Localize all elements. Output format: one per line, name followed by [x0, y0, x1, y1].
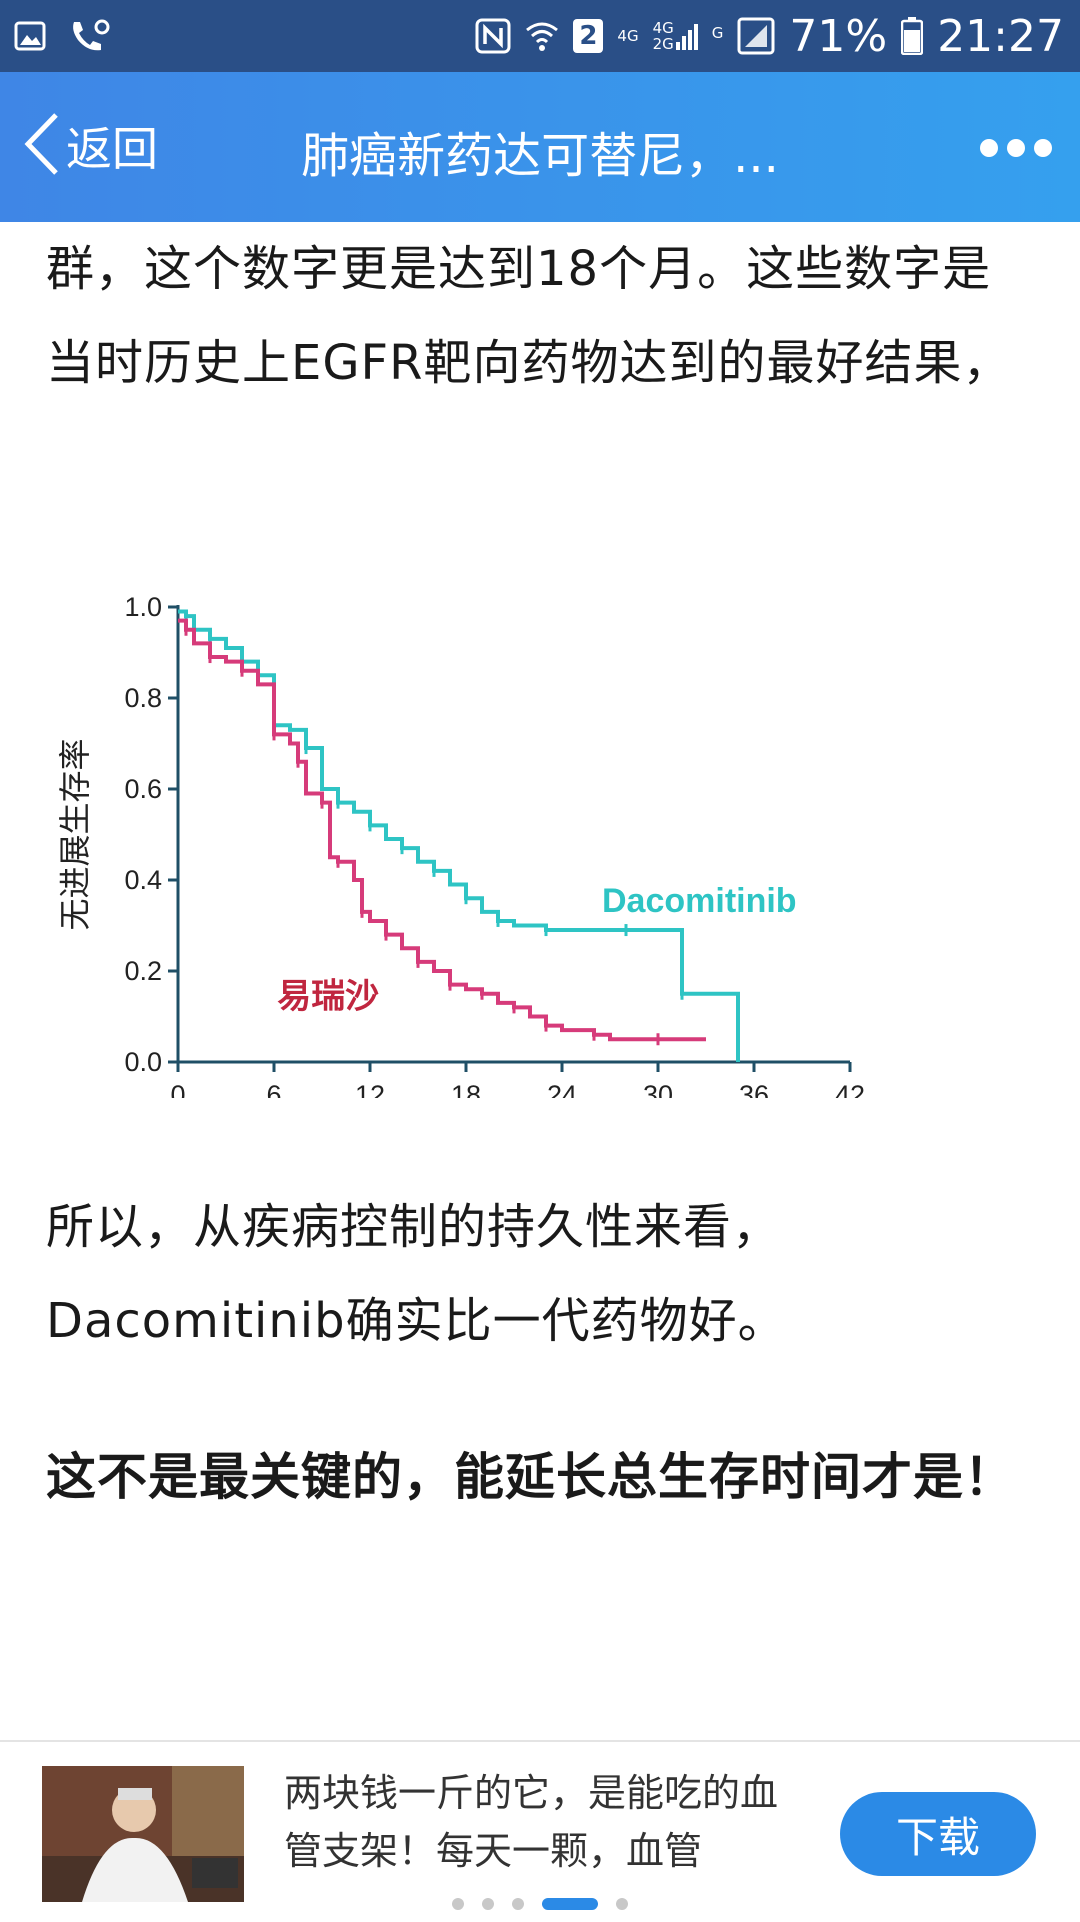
ad-image[interactable]: [42, 1766, 244, 1902]
article-body: 群，这个数字更是达到18个月。这些数字是当时历史上EGFR靶向药物达到的最好结果…: [46, 222, 1036, 1524]
nfc-icon: [475, 18, 511, 54]
carousel-dot: [482, 1898, 494, 1910]
carousel-dot-active: [542, 1898, 598, 1910]
carousel-dot: [616, 1898, 628, 1910]
download-button[interactable]: 下载: [840, 1792, 1036, 1876]
wifi-icon: [525, 19, 559, 53]
page-title: 肺癌新药达可替尼，...: [301, 128, 779, 184]
more-dots-icon: [980, 139, 998, 157]
article-paragraph: 所以，从疾病控制的持久性来看，Dacomitinib确实比一代药物好。: [46, 1199, 787, 1349]
gallery-icon: [14, 21, 46, 51]
signal-strength: 4G 2G: [653, 20, 698, 52]
x-tick-label: 6: [266, 1080, 281, 1098]
article-highlight: 这不是最关键的，能延长总生存时间才是！: [46, 1448, 1015, 1506]
x-tick-label: 24: [547, 1080, 577, 1098]
y-axis-label: 无进展生存率: [56, 738, 94, 930]
chevron-left-icon: [22, 111, 62, 181]
signal-icon: [675, 24, 698, 50]
more-menu-button[interactable]: [980, 128, 1052, 168]
x-tick-label: 36: [739, 1080, 769, 1098]
battery-percent: 71%: [789, 10, 888, 62]
x-tick-label: 0: [170, 1080, 185, 1098]
series-label-gefitinib: 易瑞沙: [277, 976, 379, 1016]
y-tick-label: 0.8: [124, 683, 162, 713]
y-tick-label: 0.0: [124, 1047, 162, 1077]
article-paragraph: 群，这个数字更是达到18个月。这些数字是当时历史上EGFR靶向药物达到的最好结果…: [46, 241, 1012, 391]
y-tick-label: 0.2: [124, 956, 162, 986]
ad-text[interactable]: 两块钱一斤的它，是能吃的血管支架！每天一颗，血管: [284, 1771, 779, 1873]
back-label: 返回: [66, 122, 158, 176]
x-tick-label: 12: [355, 1080, 385, 1098]
phone-location-icon: [68, 18, 112, 54]
series-label-dacomitinib: Dacomitinib: [602, 882, 797, 920]
x-tick-label: 42: [835, 1080, 865, 1098]
series-line-gefitinib: [178, 618, 706, 1042]
pfs-chart: 0.00.20.40.60.81.006121824303642月数无进展生存率…: [56, 592, 865, 1098]
carousel-dot: [512, 1898, 524, 1910]
pfs-chart-figure: 0.00.20.40.60.81.006121824303642月数无进展生存率…: [46, 458, 1036, 1098]
battery-icon: [901, 17, 924, 55]
clock: 21:27: [937, 10, 1064, 62]
signal-box-icon: [737, 17, 775, 55]
y-tick-label: 0.6: [124, 774, 162, 804]
ad-banner[interactable]: 两块钱一斤的它，是能吃的血管支架！每天一颗，血管 下载: [0, 1740, 1080, 1922]
network-type: 4G: [617, 27, 639, 45]
back-button[interactable]: 返回: [22, 108, 158, 184]
x-tick-label: 30: [643, 1080, 673, 1098]
nav-bar: 返回 肺癌新药达可替尼，...: [0, 72, 1080, 222]
x-tick-label: 18: [451, 1080, 481, 1098]
status-bar: 2 4G 4G 2G G 71% 21:27: [0, 0, 1080, 72]
network-g: G: [711, 23, 724, 42]
series-line-dacomitinib: [178, 609, 740, 1062]
y-tick-label: 0.4: [124, 865, 162, 895]
sim-slot-badge: 2: [573, 19, 604, 53]
carousel-indicator: [452, 1898, 628, 1910]
y-tick-label: 1.0: [124, 592, 162, 622]
carousel-dot: [452, 1898, 464, 1910]
